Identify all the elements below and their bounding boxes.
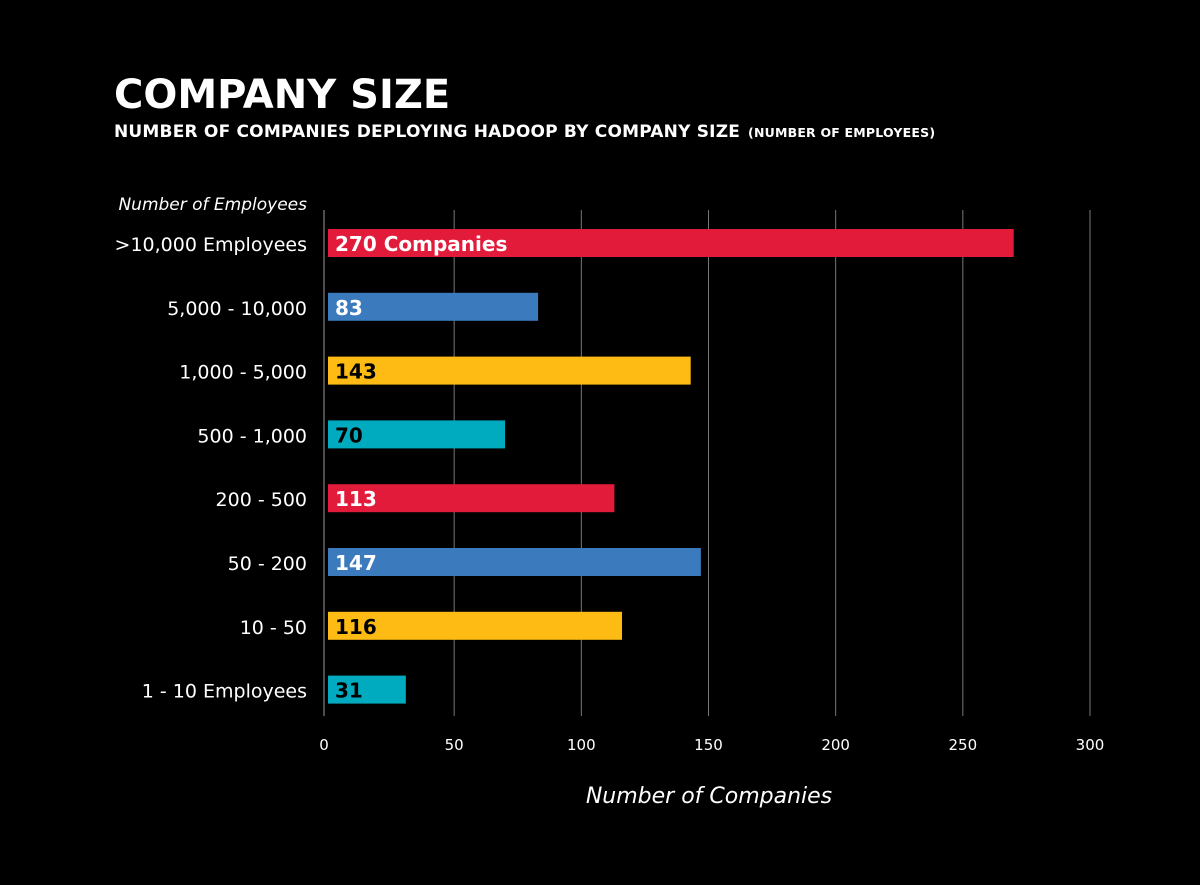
data-label: 70 [335, 423, 363, 447]
chart-subtitle: NUMBER OF COMPANIES DEPLOYING HADOOP BY … [114, 122, 935, 142]
data-label: 143 [335, 360, 377, 384]
category-label: 50 - 200 [228, 553, 307, 575]
category-label: 1 - 10 Employees [142, 681, 307, 703]
x-tick-label: 200 [821, 736, 850, 754]
data-label: 270 Companies [335, 232, 507, 256]
data-label: 113 [335, 487, 377, 511]
x-tick-label: 150 [694, 736, 723, 754]
bar [328, 548, 701, 576]
x-axis-title: Number of Companies [586, 784, 832, 809]
bar [328, 484, 615, 513]
bar [328, 356, 691, 385]
x-tick-label: 300 [1076, 736, 1105, 754]
category-label: 200 - 500 [216, 489, 307, 511]
y-axis-title: Number of Employees [118, 195, 307, 215]
category-label: 500 - 1,000 [197, 425, 307, 447]
bar [328, 420, 506, 449]
data-label: 116 [335, 615, 377, 639]
data-label: 147 [335, 551, 377, 575]
bar [328, 292, 539, 321]
category-label: >10,000 Employees [115, 234, 307, 256]
chart-title: COMPANY SIZE [114, 72, 451, 118]
x-tick-label: 50 [445, 736, 464, 754]
bar [328, 675, 406, 704]
bar [328, 229, 1014, 257]
subtitle-text: NUMBER OF COMPANIES DEPLOYING HADOOP BY … [114, 122, 741, 142]
data-label: 83 [335, 296, 363, 320]
x-tick-label: 250 [949, 736, 978, 754]
category-label: 10 - 50 [240, 617, 307, 639]
x-tick-label: 0 [319, 736, 329, 754]
category-label: 1,000 - 5,000 [179, 362, 307, 384]
x-tick-label: 100 [567, 736, 596, 754]
category-label: 5,000 - 10,000 [167, 298, 307, 320]
subtitle-note: (NUMBER OF EMPLOYEES) [748, 125, 936, 140]
data-label: 31 [335, 679, 363, 703]
bar [328, 611, 623, 640]
